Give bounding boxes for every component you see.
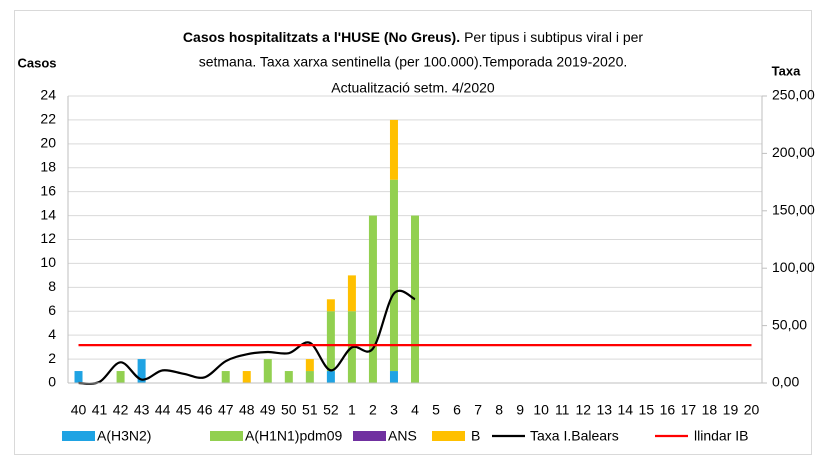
chart-title: Casos hospitalitzats a l'HUSE (No Greus)…: [183, 29, 643, 45]
y-tick-label: 12: [40, 230, 56, 246]
y-tick-label: 10: [40, 254, 56, 270]
x-tick-label: 16: [660, 402, 676, 418]
x-tick-label: 14: [618, 402, 634, 418]
x-tick-label: 40: [71, 402, 87, 418]
bar-segment: [389, 119, 398, 180]
y-tick-label: 8: [48, 278, 56, 294]
bar-segment: [305, 359, 314, 372]
y2-axis-label: Taxa: [772, 63, 801, 78]
x-tick-label: 5: [432, 402, 440, 418]
bar-segment: [284, 371, 293, 383]
bar-segment: [137, 359, 146, 383]
bar-segment: [347, 275, 356, 312]
y-tick-label: 22: [40, 111, 56, 127]
title-bold: Casos hospitalitzats a l'HUSE (No Greus)…: [183, 29, 460, 45]
y2-tick-label: 50,00: [772, 316, 807, 332]
bar-segment: [116, 371, 125, 383]
bar-segment: [263, 359, 272, 383]
x-tick-label: 42: [113, 402, 129, 418]
bar-segment: [74, 371, 83, 383]
bar-segment: [242, 371, 251, 383]
x-tick-label: 4: [411, 402, 419, 418]
x-tick-label: 48: [239, 402, 255, 418]
y2-tick-label: 100,00: [772, 259, 815, 275]
x-tick-label: 19: [723, 402, 739, 418]
y-tick-label: 18: [40, 158, 56, 174]
x-tick-label: 11: [555, 402, 570, 418]
subtitle-line: setmana. Taxa xarxa sentinella (per 100.…: [199, 54, 628, 70]
y-tick-label: 6: [48, 302, 56, 318]
x-tick-label: 10: [533, 402, 549, 418]
x-tick-label: 7: [474, 402, 482, 418]
x-tick-label: 6: [453, 402, 461, 418]
x-tick-label: 41: [92, 402, 108, 418]
subtitle-line: Per tipus i subtipus viral i per: [464, 29, 643, 45]
y-tick-label: 20: [40, 135, 56, 151]
legend-swatch: [353, 431, 386, 441]
y2-tick-label: 150,00: [772, 202, 815, 218]
legend-label: Taxa I.Balears: [530, 428, 619, 444]
x-tick-label: 15: [639, 402, 655, 418]
x-tick-label: 3: [390, 402, 398, 418]
x-tick-label: 1: [348, 402, 356, 418]
x-tick-label: 13: [596, 402, 612, 418]
bar-segment: [389, 371, 398, 383]
legend-swatch: [62, 431, 95, 441]
x-tick-label: 18: [702, 402, 718, 418]
y-axis-label: Casos: [17, 55, 56, 70]
bar-segment: [326, 299, 335, 312]
x-tick-label: 8: [495, 402, 503, 418]
y-tick-label: 16: [40, 182, 56, 198]
legend-label: ANS: [388, 428, 417, 444]
x-tick-label: 20: [744, 402, 760, 418]
y-tick-label: 2: [48, 350, 56, 366]
x-tick-label: 51: [302, 402, 318, 418]
bar-segment: [389, 179, 398, 372]
y2-tick-label: 0,00: [772, 374, 799, 390]
x-tick-label: 43: [134, 402, 150, 418]
x-tick-label: 47: [218, 402, 234, 418]
bar-segment: [221, 371, 230, 383]
bar-segment: [368, 215, 377, 383]
y-tick-label: 0: [48, 374, 56, 390]
legend-label: A(H1N1)pdm09: [245, 428, 342, 444]
y-tick-label: 24: [40, 87, 56, 103]
x-tick-label: 50: [281, 402, 297, 418]
x-tick-label: 2: [369, 402, 377, 418]
legend-label: A(H3N2): [97, 428, 151, 444]
legend-label: B: [471, 428, 480, 444]
line-series: [78, 289, 416, 385]
y2-tick-label: 200,00: [772, 144, 815, 160]
bar-segment: [411, 215, 419, 383]
legend-swatch: [432, 431, 465, 441]
y2-tick-label: 250,00: [772, 87, 815, 103]
subtitle-line: Actualització setm. 4/2020: [331, 80, 495, 96]
x-tick-label: 9: [516, 402, 524, 418]
x-tick-label: 46: [197, 402, 213, 418]
bar-segment: [305, 371, 314, 383]
legend-label: llindar IB: [694, 428, 748, 444]
legend-swatch: [210, 431, 243, 441]
x-tick-label: 52: [323, 402, 339, 418]
x-tick-label: 17: [681, 402, 697, 418]
y-tick-label: 4: [48, 326, 56, 342]
bar-segment: [326, 371, 335, 383]
bar-segment: [326, 311, 335, 372]
x-tick-label: 49: [260, 402, 276, 418]
x-tick-label: 44: [155, 402, 171, 418]
y-tick-label: 14: [40, 206, 56, 222]
x-tick-label: 12: [575, 402, 591, 418]
x-tick-label: 45: [176, 402, 192, 418]
